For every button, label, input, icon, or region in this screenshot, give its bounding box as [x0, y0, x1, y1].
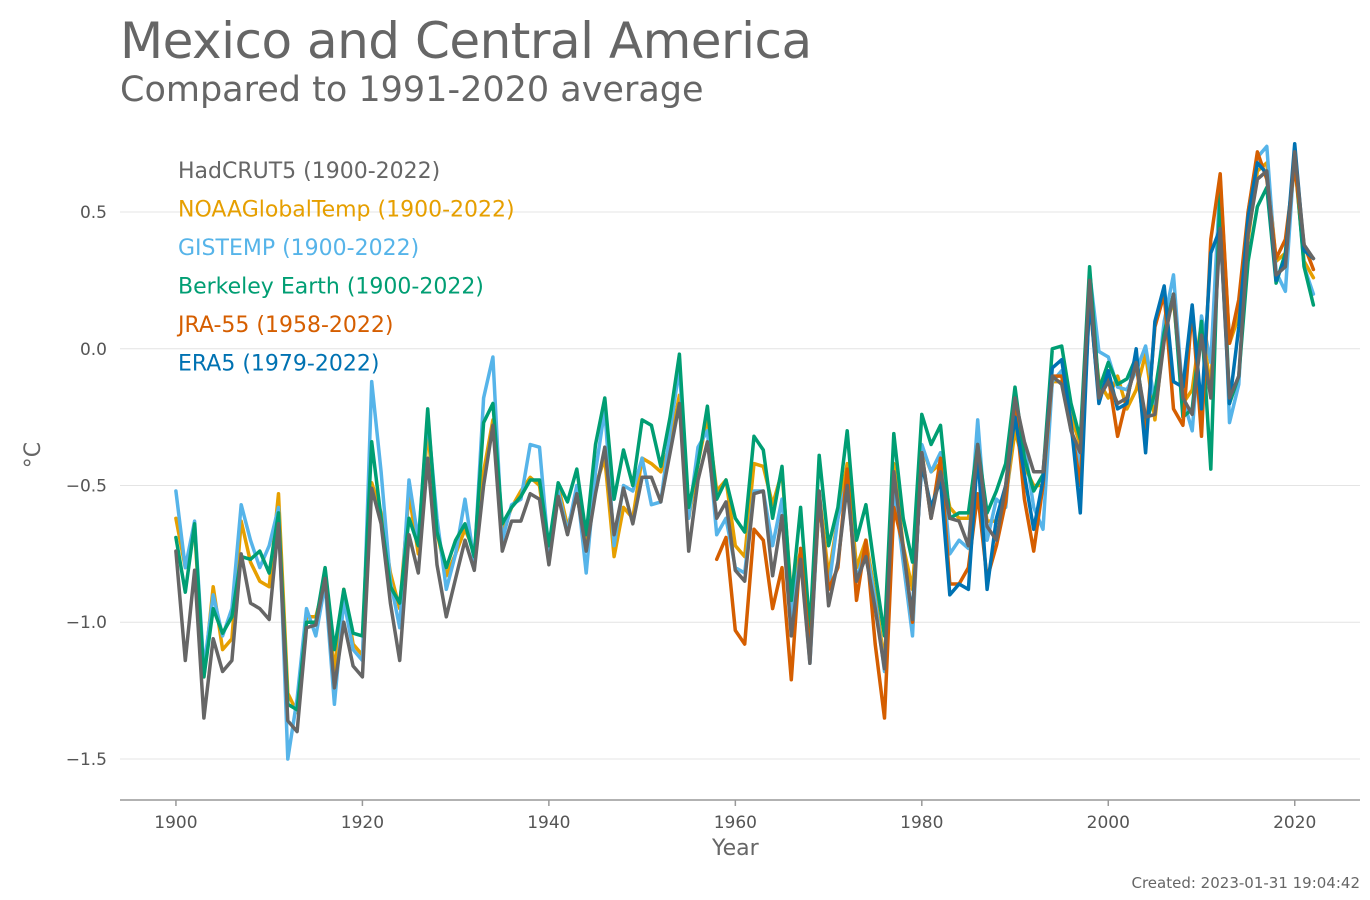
y-tick-label: 0.5 [80, 203, 107, 223]
x-tick-label: 2020 [1273, 813, 1316, 833]
x-tick-label: 1960 [714, 813, 757, 833]
legend-entry-hadcrut5: HadCRUT5 (1900-2022) [178, 159, 440, 184]
series-line-hadcrut5 [174, 150, 1316, 734]
series-line-berkeley-earth [174, 155, 1316, 712]
y-tick-label: −1.0 [66, 613, 107, 633]
legend-entry-berkeley-earth: Berkeley Earth (1900-2022) [178, 275, 484, 300]
x-tick-label: 1900 [154, 813, 197, 833]
x-tick-label: 1920 [341, 813, 384, 833]
series-lines [174, 141, 1316, 761]
y-axis-ticks: 0.5 0.0 −0.5 −1.0 −1.5 [66, 203, 107, 770]
legend-entry-era5: ERA5 (1979-2022) [178, 352, 379, 377]
legend-entry-noaaglobaltemp: NOAAGlobalTemp (1900-2022) [178, 198, 515, 223]
legend: HadCRUT5 (1900-2022) NOAAGlobalTemp (1900… [176, 159, 515, 377]
y-tick-label: −1.5 [66, 750, 107, 770]
chart-title: Mexico and Central America [120, 12, 812, 70]
x-axis-ticks: 1900 1920 1940 1960 1980 2000 2020 [154, 800, 1316, 833]
x-tick-label: 1940 [527, 813, 570, 833]
y-tick-label: −0.5 [66, 477, 107, 497]
x-tick-label: 2000 [1087, 813, 1130, 833]
legend-entry-gistemp: GISTEMP (1900-2022) [178, 236, 419, 261]
created-timestamp: Created: 2023-01-31 19:04:42 [1131, 874, 1361, 892]
x-tick-label: 1980 [900, 813, 943, 833]
legend-entry-jra-55: JRA-55 (1958-2022) [176, 313, 393, 338]
y-axis-title: °C [21, 442, 46, 468]
y-tick-label: 0.0 [80, 340, 107, 360]
x-axis-title: Year [711, 836, 760, 861]
chart-subtitle: Compared to 1991-2020 average [120, 70, 704, 110]
